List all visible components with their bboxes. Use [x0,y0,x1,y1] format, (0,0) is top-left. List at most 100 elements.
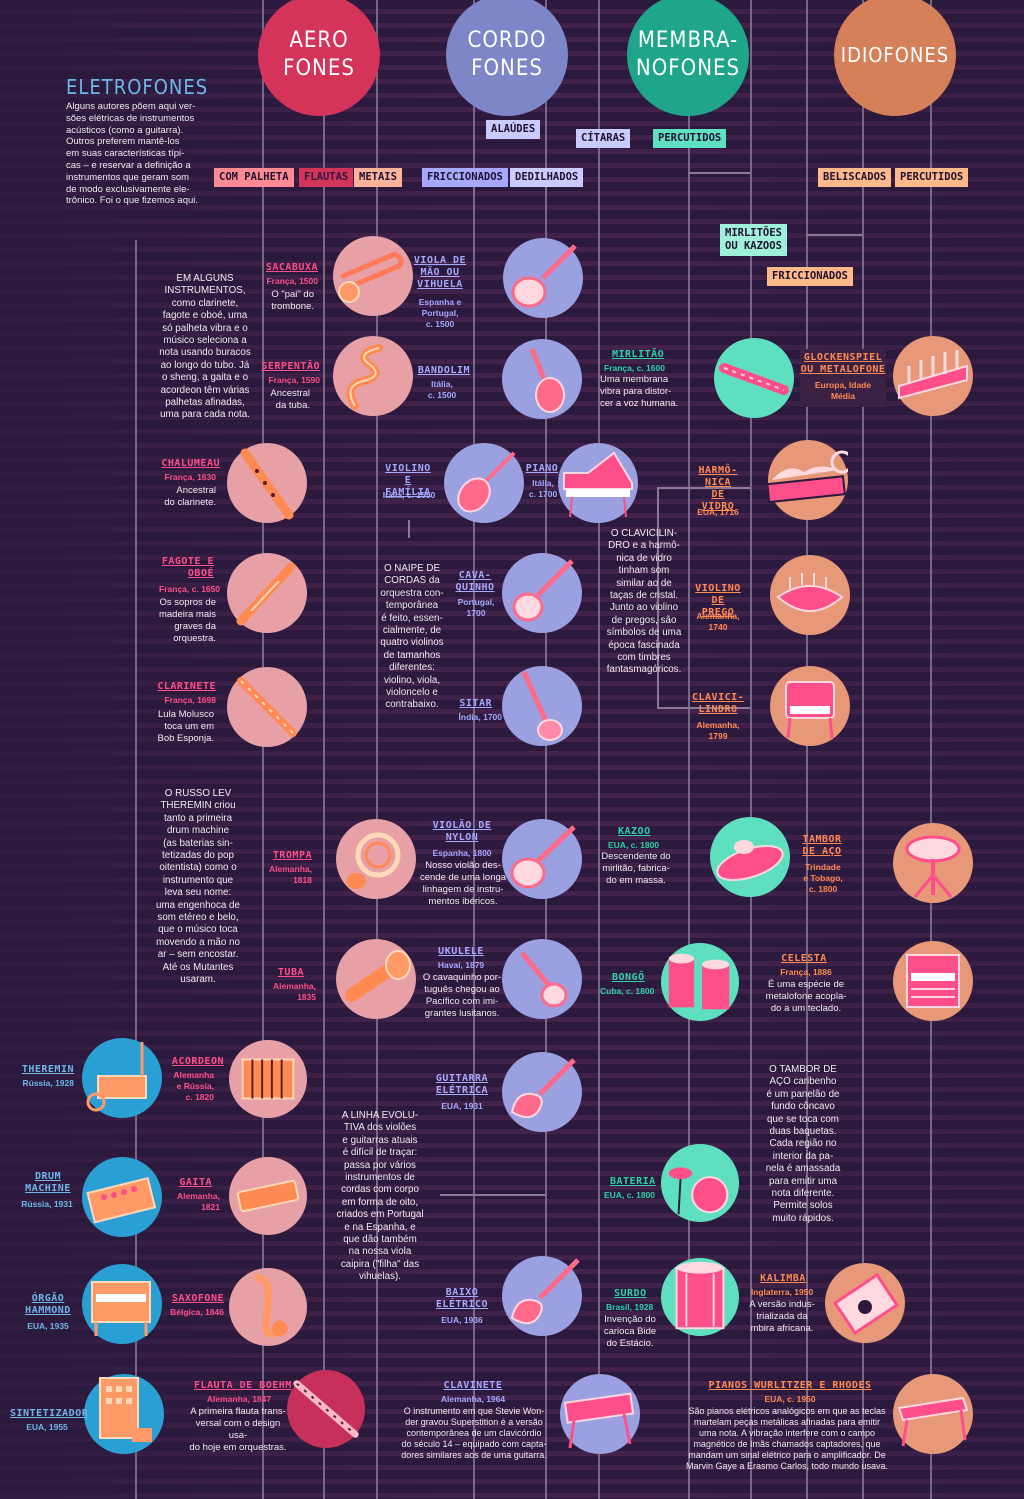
sacabuxa-circle [333,236,413,316]
eletrofones-title: ELETROFONES [66,75,209,99]
wurlitzer-name: PIANOS WURLITZER E RHODES [708,1380,872,1391]
violao-name: VIOLÃO DE NYLON [432,820,492,843]
tambor-aco-circle [893,823,973,903]
baixo-circle [502,1256,582,1336]
cavaquinho-name: CAVA- QUINHO [455,570,495,593]
celesta-name: CELESTA [781,953,827,964]
bongo-name: BONGÔ [612,972,645,983]
wurlitzer-desc: São pianos elétricos analógicos em que a… [685,1406,889,1471]
mirlitao-meta: França, c. 1600 [604,363,665,373]
bandolim-circle [502,339,582,419]
drum-kit-icon [668,1167,729,1215]
cavaquinho-meta: Portugal, 1700 [457,597,495,618]
surdo-circle [661,1258,739,1336]
serpentao-name: SERPENTÃO [261,361,320,372]
guitarra-meta: EUA, 1931 [441,1101,483,1111]
chalumeau-meta: França, 1630 [164,472,216,482]
serpentao-meta: França, 1590 [268,375,320,385]
trompa-name: TROMPA [272,850,312,861]
violino-prego-meta: Alemanha, 1740 [696,611,740,632]
note-linha-evolutiva: A LINHA EVOLU- TIVA dos violões e guitar… [336,1110,424,1283]
flauta-desc: A primeira flauta trans- versal com o de… [189,1406,287,1453]
theremin-circle [82,1038,162,1118]
serpentao-desc: Ancestral da tuba. [270,388,310,411]
surdo-desc: Invenção do carioca Bide do Estácio. [603,1314,657,1349]
glass-harmonica-icon [768,450,848,504]
guitarra-name: GUITARRA ELÉTRICA [435,1073,489,1096]
drum-machine-icon [86,1176,157,1224]
clavinet-icon [563,1392,635,1449]
flute-icon [293,1380,359,1438]
clavinete-meta: Alemanha, 1964 [440,1394,506,1404]
kalimba-circle [825,1263,905,1343]
sacabuxa-meta: França, 1500 [266,276,318,286]
electric-piano-icon [897,1396,969,1447]
viola-mao-name: VIOLA DE MÃO OU VIHUELA [413,255,467,290]
tag-citaras: CÍTARAS [576,129,631,148]
header-cordofones: CORDO FONES [446,0,568,116]
tuba-name: TUBA [277,967,304,978]
tuba-icon [345,950,411,1002]
orgao-circle [82,1264,162,1344]
header-aerofones: AERO FONES [258,0,380,116]
line-friccionados-idio [806,0,808,1499]
kazoo-circle [710,817,790,897]
bandolim-meta: Itália, c. 1500 [427,379,457,400]
sintetizador-name: SINTETIZADOR [10,1408,89,1419]
piano-icon [563,451,633,518]
note-palheta: EM ALGUNS INSTRUMENTOS, como clarinete, … [159,273,251,421]
mirliton-icon [719,363,789,395]
tambor-aco-meta: Trindade e Tobago, c. 1800 [803,862,843,894]
clarinete-name: CLARINETE [157,681,216,692]
gaita-meta: Alemanha, 1821 [177,1191,220,1212]
violino-prego-name: VIOLINO DE PREGO [695,583,741,618]
drum-machine-meta: Rússia, 1931 [21,1199,73,1209]
kazoo-meta: EUA, c. 1800 [608,840,660,850]
fagote-meta: França, c. 1650 [159,584,220,594]
ukulele-icon [520,951,568,1008]
connector [408,520,410,538]
piano-meta: Itália, c. 1700 [528,478,558,499]
tag-alaudes: ALAÚDES [486,120,541,139]
line-beliscados [862,0,864,1499]
clavicylinder-icon [785,681,835,739]
connector [688,172,750,174]
saxofone-name: SAXOFONE [171,1293,224,1304]
drum-machine-circle [82,1157,162,1237]
fagote-name: FAGOTE E OBOÉ [161,556,214,579]
serpent-icon [346,344,383,410]
mandolin-icon [529,348,565,413]
vihuela-icon [511,244,577,308]
harmonica-icon [236,1179,300,1213]
tuba-circle [336,939,416,1019]
ukulele-meta: Havaí, 1879 [437,960,485,970]
chalumeau-circle [227,443,307,523]
sintetizador-circle [84,1374,164,1454]
celesta-desc: É uma espécie de metalofone acopla- do a… [765,979,847,1014]
violino-circle [444,443,524,523]
note-theremin: O RUSSO LEV THEREMIN criou tanto a prime… [156,788,240,986]
acordeon-circle [229,1040,307,1118]
bateria-circle [661,1144,739,1222]
header-membranofones: MEMBRA- NOFONES [627,0,749,116]
clavicilindro-meta: Alemanha, 1799 [696,720,740,741]
wurlitzer-circle [893,1374,973,1454]
harmonica-vidro-meta: EUA, 1716 [697,507,739,517]
line-friccionados [473,0,475,1499]
mirlitao-circle [714,338,794,418]
connector [806,234,862,236]
theremin-meta: Rússia, 1928 [22,1078,74,1088]
tambor-aco-name: TAMBOR DE AÇO [802,834,842,857]
tag-com-palheta: COM PALHETA [214,168,294,187]
acordeon-name: ACORDEON [171,1056,224,1067]
trombone-icon [338,251,404,303]
line-flautas [323,0,325,1499]
line-percutidos-idio [930,0,932,1499]
celesta-icon [906,954,960,1008]
clarinete-meta: França, 1698 [164,695,216,705]
bongo-circle [661,943,739,1021]
orgao-name: ÓRGÃO HAMMOND [25,1293,71,1316]
line-eletrofones [135,240,137,1499]
sintetizador-meta: EUA, 1955 [26,1422,68,1432]
